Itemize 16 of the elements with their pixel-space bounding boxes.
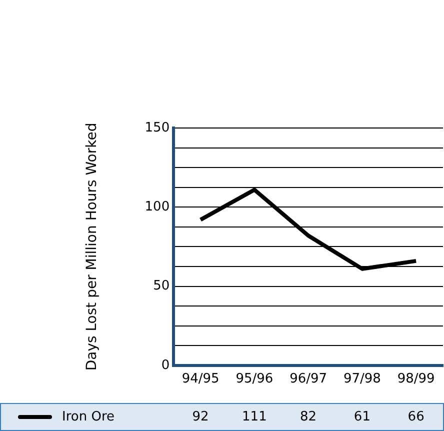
data-label: 82 <box>300 409 317 424</box>
x-tick-label: 96/97 <box>290 372 328 387</box>
y-tick-label: 0 <box>161 358 170 373</box>
x-tick-label: 94/95 <box>182 372 220 387</box>
x-tick-label: 97/98 <box>343 372 381 387</box>
x-tick-label: 98/99 <box>397 372 435 387</box>
legend-label: Iron Ore <box>62 409 115 424</box>
y-axis-title: Days Lost per Million Hours Worked <box>84 122 100 371</box>
x-tick-label: 95/96 <box>236 372 274 387</box>
data-label: 61 <box>354 409 370 424</box>
data-label: 111 <box>242 409 267 424</box>
data-label: 66 <box>408 409 424 424</box>
y-tick-label: 150 <box>144 120 170 136</box>
y-tick-label: 50 <box>153 278 170 294</box>
data-label: 92 <box>192 409 209 424</box>
y-tick-label: 100 <box>144 200 170 215</box>
